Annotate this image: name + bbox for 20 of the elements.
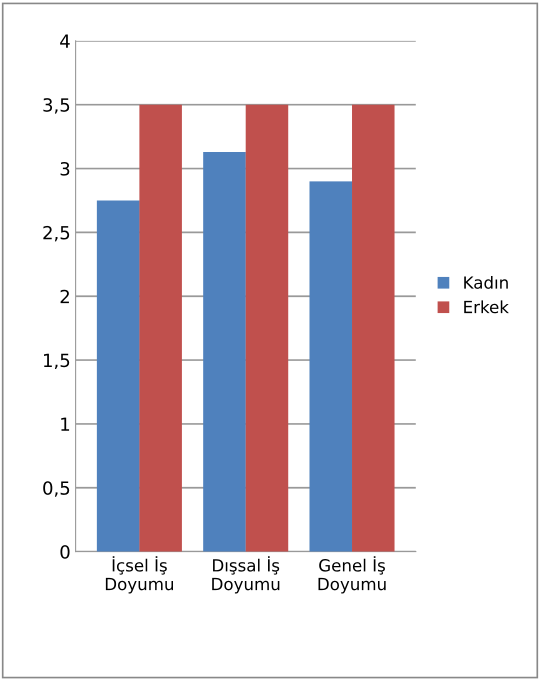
y-tick-label: 1 [61, 418, 70, 431]
y-tick-label: 3,5 [43, 98, 70, 114]
legend-label: Erkek [464, 300, 509, 314]
y-tick-label: 2 [60, 290, 69, 304]
x-tick-label: Dışsal İş Doyumu [212, 556, 280, 594]
y-tick-label: 0 [60, 545, 70, 559]
y-tick-label: 2,5 [43, 226, 70, 242]
y-tick-label: 1,5 [44, 354, 70, 370]
bar [203, 152, 246, 552]
x-tick-label: Genel İş Doyumu [318, 556, 386, 594]
bar [96, 200, 140, 552]
y-tick-label: 4 [60, 34, 70, 48]
bar [352, 104, 395, 552]
bar [309, 181, 352, 552]
y-tick-label: 3 [60, 162, 70, 176]
y-tick-label: 0,5 [43, 481, 70, 497]
bar [246, 104, 288, 552]
bar [139, 104, 182, 552]
legend-label: Kadın [464, 276, 508, 289]
x-tick-label: İçsel İş Doyumu [106, 556, 173, 594]
